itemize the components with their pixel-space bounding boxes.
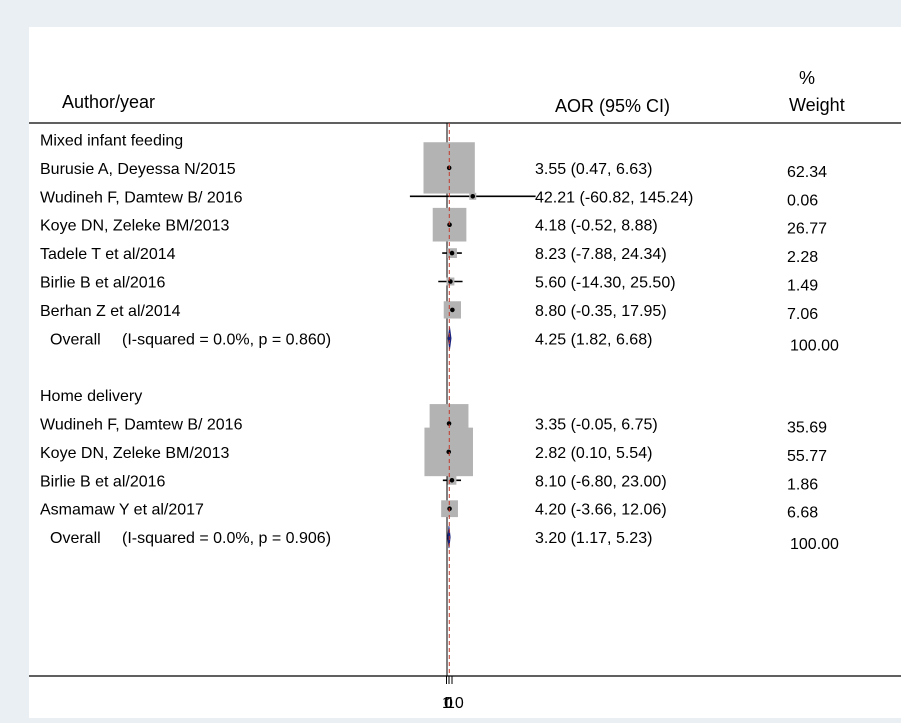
header-weight: Weight: [789, 95, 845, 115]
group-label: Home delivery: [40, 388, 142, 405]
study-ci: 3.55 (0.47, 6.63): [535, 161, 652, 178]
study-author: Berhan Z et al/2014: [40, 303, 181, 320]
study-ci: 8.80 (-0.35, 17.95): [535, 303, 667, 320]
study-point-estimate: [449, 250, 455, 256]
header-weight-pct: %: [799, 68, 815, 88]
study-weight: 35.69: [787, 420, 827, 437]
x-tick-label: 0: [444, 695, 453, 712]
study-author: Asmamaw Y et al/2017: [40, 502, 204, 519]
study-weight: 0.06: [787, 192, 818, 209]
overall-label: Overall: [50, 530, 101, 547]
plot-panel: [29, 27, 901, 718]
header-author: Author/year: [62, 92, 155, 112]
study-ci: 5.60 (-14.30, 25.50): [535, 275, 676, 292]
overall-ci: 4.25 (1.82, 6.68): [535, 331, 652, 348]
overall-stats: (I-squared = 0.0%, p = 0.906): [122, 530, 331, 547]
study-author: Birlie B et al/2016: [40, 473, 166, 490]
overall-weight: 100.00: [790, 337, 839, 354]
study-weight: 26.77: [787, 221, 827, 238]
overall-diamond: [447, 327, 452, 350]
overall-label: Overall: [50, 331, 101, 348]
forest-marks: [409, 123, 536, 676]
study-ci: 8.10 (-6.80, 23.00): [535, 473, 667, 490]
overall-weight: 100.00: [790, 536, 839, 553]
study-ci: 42.21 (-60.82, 145.24): [535, 189, 693, 206]
study-ci: 4.18 (-0.52, 8.88): [535, 218, 658, 235]
study-point-estimate: [470, 194, 476, 199]
study-weight: 1.86: [787, 476, 818, 493]
study-ci: 3.35 (-0.05, 6.75): [535, 417, 658, 434]
overall-stats: (I-squared = 0.0%, p = 0.860): [122, 331, 331, 348]
study-ci: 8.23 (-7.88, 24.34): [535, 246, 667, 263]
header-effect: AOR (95% CI): [555, 96, 670, 116]
overall-ci: 3.20 (1.17, 5.23): [535, 530, 652, 547]
study-ci: 4.20 (-3.66, 12.06): [535, 502, 667, 519]
row-labels: Mixed infant feeding Burusie A, Deyessa N…: [40, 133, 839, 554]
study-weight: 62.34: [787, 164, 827, 181]
study-weight: 6.68: [787, 505, 818, 522]
study-ci: 2.82 (0.10, 5.54): [535, 445, 652, 462]
study-author: Burusie A, Deyessa N/2015: [40, 161, 236, 178]
group-label: Mixed infant feeding: [40, 133, 183, 150]
study-author: Wudineh F, Damtew B/ 2016: [40, 189, 243, 206]
study-weight: 1.49: [787, 278, 818, 295]
study-weight: 2.28: [787, 249, 818, 266]
study-point-estimate: [446, 421, 452, 426]
x-axis-ticks: 1 0 10: [442, 676, 464, 712]
study-point-estimate: [449, 478, 455, 483]
study-author: Birlie B et al/2016: [40, 275, 166, 292]
study-author: Tadele T et al/2014: [40, 246, 176, 263]
study-author: Koye DN, Zeleke BM/2013: [40, 218, 230, 235]
study-point-estimate: [450, 307, 455, 313]
study-weight: 7.06: [787, 306, 818, 323]
x-tick-label: 1: [442, 695, 451, 712]
study-author: Wudineh F, Damtew B/ 2016: [40, 417, 243, 434]
study-weight: 55.77: [787, 448, 827, 465]
study-author: Koye DN, Zeleke BM/2013: [40, 445, 230, 462]
study-point-estimate: [446, 449, 452, 455]
x-tick-label: 10: [446, 695, 464, 712]
